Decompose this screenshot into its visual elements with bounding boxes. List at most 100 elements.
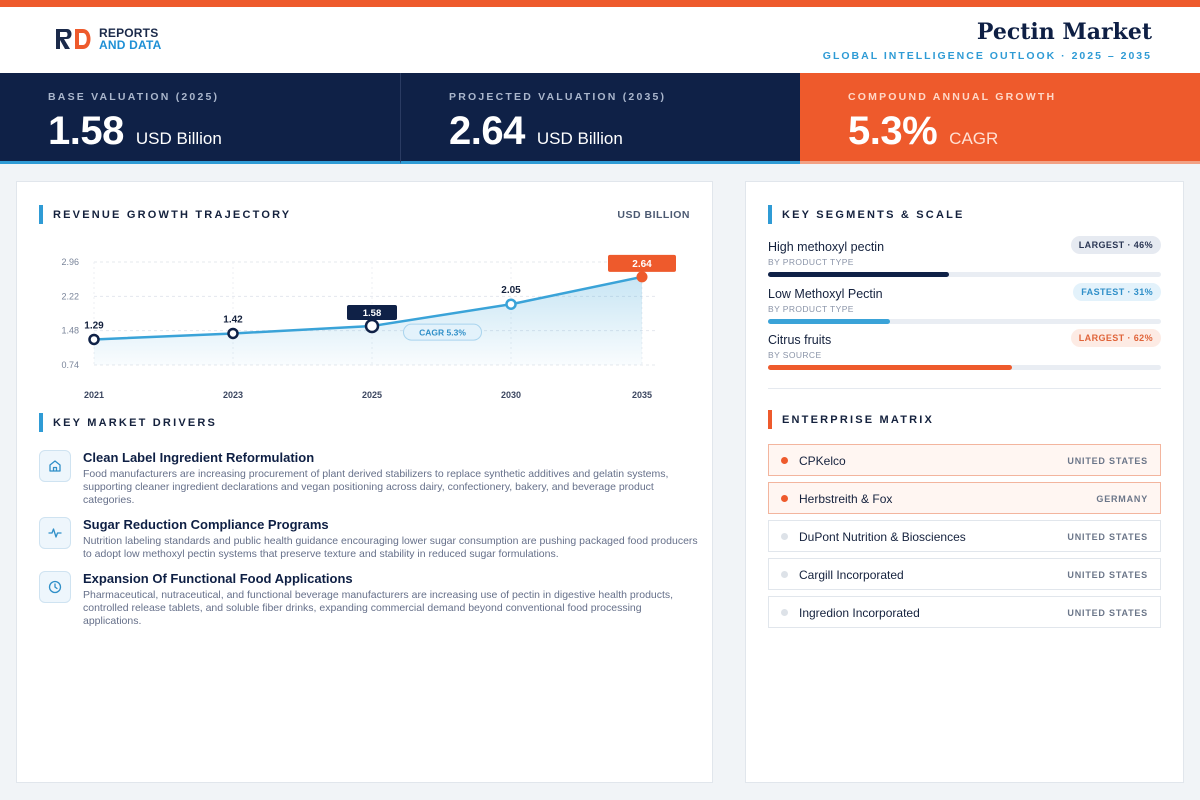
company-name: Herbstreith & Fox <box>799 492 893 506</box>
segment-row: High methoxyl pectin BY PRODUCT TYPE LAR… <box>768 236 1161 277</box>
company-country: UNITED STATES <box>1067 532 1148 542</box>
page-header: REPORTS AND DATA Pectin Market GLOBAL IN… <box>0 7 1200 73</box>
driver-description: Nutrition labeling standards and public … <box>83 535 698 560</box>
driver-item: Expansion Of Functional Food Application… <box>39 571 699 628</box>
y-tick-label: 2.96 <box>61 257 79 267</box>
segment-name: High methoxyl pectin <box>768 240 885 254</box>
page-subtitle: GLOBAL INTELLIGENCE OUTLOOK · 2025 – 203… <box>822 50 1152 62</box>
y-tick-label: 2.22 <box>61 291 79 301</box>
drivers-heading: KEY MARKET DRIVERS <box>39 413 217 432</box>
kpi-label: COMPOUND ANNUAL GROWTH <box>848 91 1057 103</box>
section-accent-bar <box>39 205 43 224</box>
highlight-label-box <box>347 305 397 321</box>
rd-logo-mark <box>56 29 91 49</box>
section-title: KEY SEGMENTS & SCALE <box>782 208 965 221</box>
driver-description: Pharmaceutical, nutraceutical, and funct… <box>83 589 674 627</box>
trajectory-heading: REVENUE GROWTH TRAJECTORY <box>39 205 291 224</box>
kpi-label: PROJECTED VALUATION (2035) <box>449 91 667 103</box>
section-title: KEY MARKET DRIVERS <box>53 416 218 429</box>
segment-share-fill <box>768 272 949 277</box>
kpi-unit: USD Billion <box>536 129 623 148</box>
cagr-annotation-pill <box>403 323 482 341</box>
segment-category: BY PRODUCT TYPE <box>768 304 854 314</box>
kpi-number: 2.64 <box>449 109 525 153</box>
segment-share-fill <box>768 365 1012 370</box>
segment-category: BY SOURCE <box>768 350 822 360</box>
company-country: UNITED STATES <box>1067 456 1148 466</box>
section-accent-bar <box>768 205 772 224</box>
enterprise-row[interactable]: Cargill Incorporated UNITED STATES <box>768 558 1161 590</box>
company-name: Cargill Incorporated <box>799 568 904 582</box>
company-country: UNITED STATES <box>1067 570 1148 580</box>
company-name: DuPont Nutrition & Biosciences <box>799 530 966 544</box>
driver-title: Clean Label Ingredient Reformulation <box>83 450 315 465</box>
enterprise-row[interactable]: Ingredion Incorporated UNITED STATES <box>768 596 1161 628</box>
home-icon <box>39 450 71 482</box>
brand-line-2: AND DATA <box>99 38 162 52</box>
segment-share-track <box>768 272 1161 277</box>
data-point <box>364 318 380 334</box>
kpi-number: 1.58 <box>48 109 124 153</box>
company-name: CPKelco <box>799 454 846 468</box>
company-country: GERMANY <box>1096 494 1148 504</box>
kpi-strip: BASE VALUATION (2025) 1.58 USD Billion P… <box>0 73 1200 164</box>
kpi-value-group: 2.64 USD Billion <box>449 109 623 154</box>
enterprise-row[interactable]: DuPont Nutrition & Biosciences UNITED ST… <box>768 520 1161 552</box>
data-label: 2.64 <box>632 259 652 270</box>
enterprise-heading: ENTERPRISE MATRIX <box>768 410 934 429</box>
driver-title: Expansion Of Functional Food Application… <box>83 571 353 586</box>
section-title: REVENUE GROWTH TRAJECTORY <box>53 208 292 221</box>
x-tick-label: 2023 <box>223 390 243 400</box>
drivers-list: Clean Label Ingredient Reformulation Foo… <box>39 450 699 638</box>
brand-wordmark: REPORTS AND DATA <box>99 27 161 51</box>
section-accent-bar <box>39 413 43 432</box>
page-title: Pectin Market <box>976 19 1152 45</box>
top-accent-line <box>0 0 1200 7</box>
section-divider <box>768 388 1161 389</box>
kpi-cagr: COMPOUND ANNUAL GROWTH 5.3% CAGR <box>800 73 1200 164</box>
driver-title: Sugar Reduction Compliance Programs <box>83 517 329 532</box>
kpi-label: BASE VALUATION (2025) <box>48 91 220 103</box>
section-accent-bar <box>768 410 772 429</box>
segment-share-fill <box>768 319 890 324</box>
company-name: Ingredion Incorporated <box>799 606 920 620</box>
y-tick-label: 0.74 <box>61 360 79 370</box>
kpi-value-group: 5.3% CAGR <box>848 109 998 154</box>
enterprise-row[interactable]: CPKelco UNITED STATES <box>768 444 1161 476</box>
kpi-base-valuation: BASE VALUATION (2025) 1.58 USD Billion <box>0 73 400 164</box>
chart-area-fill <box>94 276 642 365</box>
data-point <box>88 333 100 346</box>
x-tick-label: 2021 <box>84 390 104 400</box>
unit-note: USD BILLION <box>617 209 690 221</box>
data-label: 1.29 <box>84 320 104 331</box>
status-dot <box>781 533 788 540</box>
data-label: 1.42 <box>223 314 243 325</box>
clock-icon <box>39 571 71 603</box>
segment-category: BY PRODUCT TYPE <box>768 257 854 267</box>
segment-name: Citrus fruits <box>768 333 832 347</box>
trajectory-panel: REVENUE GROWTH TRAJECTORY USD BILLION 2.… <box>16 181 713 783</box>
enterprise-row[interactable]: Herbstreith & Fox GERMANY <box>768 482 1161 514</box>
kpi-value-group: 1.58 USD Billion <box>48 109 222 154</box>
section-title: ENTERPRISE MATRIX <box>782 413 935 426</box>
driver-item: Clean Label Ingredient Reformulation Foo… <box>39 450 699 507</box>
company-country: UNITED STATES <box>1067 608 1148 618</box>
revenue-line-chart: 2.96 2.22 1.48 0.74 2021 2023 2025 2030 2035 CAG… <box>61 254 676 400</box>
kpi-number: 5.3% <box>848 109 938 153</box>
data-point <box>636 271 648 283</box>
status-dot <box>781 571 788 578</box>
segment-share-track <box>768 319 1161 324</box>
status-dot <box>781 609 788 616</box>
segment-badge: LARGEST · 62% <box>1070 329 1161 347</box>
segment-row: Citrus fruits BY SOURCE LARGEST · 62% <box>768 329 1161 370</box>
segment-share-track <box>768 365 1161 370</box>
brand-line-1: REPORTS <box>99 26 159 40</box>
y-tick-label: 1.48 <box>61 326 79 336</box>
cagr-annotation-label: CAGR 5.3% <box>419 328 466 338</box>
kpi-unit: CAGR <box>949 129 999 148</box>
segment-row: Low Methoxyl Pectin BY PRODUCT TYPE FAST… <box>768 283 1161 324</box>
brand-logo[interactable]: REPORTS AND DATA <box>55 27 161 51</box>
end-label-box <box>608 254 676 272</box>
status-dot <box>781 495 788 502</box>
x-tick-label: 2035 <box>632 390 652 400</box>
